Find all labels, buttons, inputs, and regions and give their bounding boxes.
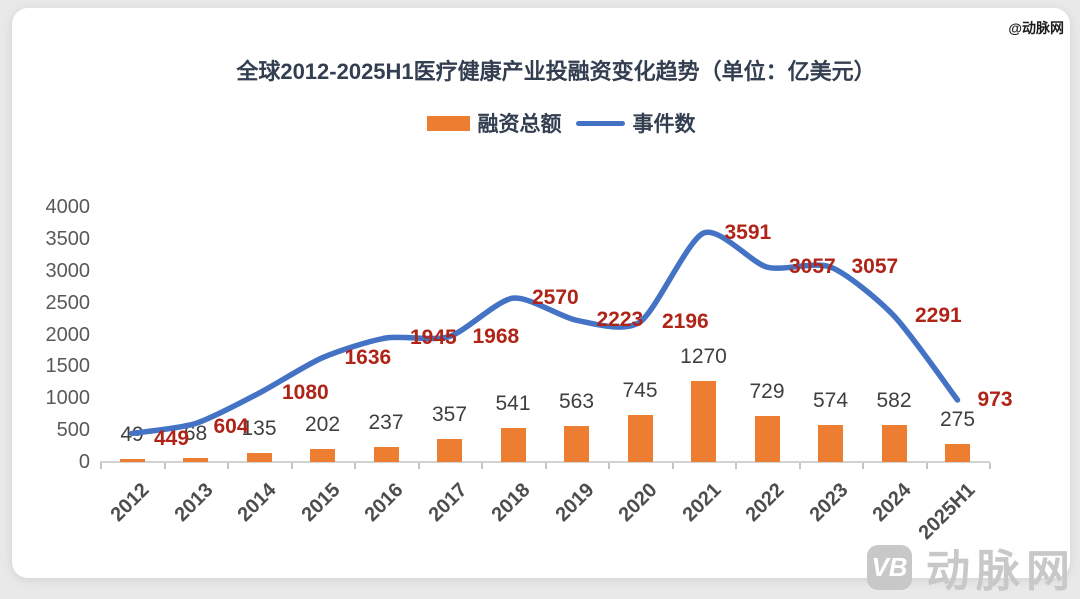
chart-card: @动脉网 全球2012-2025H1医疗健康产业投融资变化趋势（单位：亿美元） … [12, 8, 1070, 596]
bar-value-label: 68 [183, 421, 208, 445]
x-axis-tick [862, 463, 864, 469]
y-tick-label: 3000 [45, 259, 91, 282]
top-right-watermark: @动脉网 [1008, 20, 1064, 36]
plot-area: 4000 3500 3000 2500 2000 1500 1000 500 0 49 68 135 2… [12, 8, 1080, 594]
y-tick-label: 1000 [45, 387, 91, 410]
line-value-label: 2223 [596, 308, 644, 332]
x-axis-tick [925, 463, 928, 469]
x-category-label: 2021 [678, 479, 726, 527]
x-axis-tick [735, 463, 737, 469]
x-axis-tick [163, 463, 166, 469]
line-value-label: 1080 [282, 381, 329, 405]
x-category-label: 2023 [805, 479, 853, 527]
bar-value-label: 574 [812, 389, 849, 413]
y-tick-label: 0 [78, 451, 90, 473]
x-category-label: 2019 [551, 479, 599, 527]
line-value-label: 1968 [472, 324, 520, 348]
bar-value-label: 745 [622, 378, 658, 402]
y-tick-label: 2500 [45, 291, 91, 314]
legend-bar-label: 融资总额 [477, 113, 562, 136]
bar [564, 426, 589, 462]
bar-value-label: 275 [939, 408, 976, 432]
line-value-label: 2291 [915, 303, 962, 327]
bar-value-label: 202 [304, 413, 341, 437]
x-category-label: 2015 [297, 479, 345, 527]
vb-logo-icon: VB [867, 544, 912, 590]
legend: 融资总额 事件数 [12, 108, 1070, 138]
bar [818, 425, 843, 462]
bar-value-label: 541 [495, 391, 531, 415]
line-value-label: 2570 [532, 286, 579, 310]
bar [119, 458, 145, 462]
x-category-label: 2017 [424, 479, 472, 527]
bar-value-label: 729 [749, 379, 785, 403]
x-category-label: 2012 [106, 479, 154, 527]
x-axis-tick [290, 463, 293, 469]
page: { "watermark_top": "@动脉网", "legend": { "… [12, 8, 1070, 596]
x-axis-tick [608, 463, 610, 469]
line-value-label: 449 [154, 427, 190, 451]
vbdata-watermark: VB 动脉网 [867, 535, 1076, 599]
bar [183, 457, 208, 462]
x-axis-tick [481, 463, 483, 469]
x-category-label: 2020 [614, 479, 662, 527]
x-axis-tick [544, 463, 547, 469]
bar-value-label: 357 [431, 403, 468, 427]
bar [500, 427, 526, 462]
legend-line-label: 事件数 [632, 113, 696, 136]
x-axis-tick [989, 463, 991, 469]
bar-value-label: 563 [558, 390, 595, 414]
events-line-series [129, 229, 961, 437]
x-axis-tick [100, 463, 102, 469]
chart-title: 全球2012-2025H1医疗健康产业投融资变化趋势（单位：亿美元） [236, 59, 876, 84]
x-axis-tick [227, 463, 229, 469]
x-axis-tick [417, 463, 420, 469]
x-category-label: 2016 [360, 479, 408, 527]
line-value-label: 2196 [662, 310, 709, 333]
bar-value-label: 135 [241, 417, 277, 441]
x-axis-tick [671, 463, 674, 469]
bar-value-label: 1270 [680, 345, 727, 369]
y-tick-label: 3500 [45, 227, 91, 250]
bar [437, 439, 462, 462]
bar [945, 444, 970, 462]
bar-value-label: 49 [120, 422, 144, 446]
bar [881, 424, 907, 462]
y-tick-label: 500 [56, 419, 90, 442]
bar [373, 446, 399, 462]
line-value-label: 1945 [410, 326, 457, 349]
bar-value-label: 582 [876, 388, 912, 412]
bar [627, 414, 653, 462]
x-category-label: 2018 [487, 479, 535, 527]
x-axis-tick [354, 463, 356, 469]
line-value-label: 3057 [789, 255, 836, 279]
x-axis-line [100, 461, 990, 463]
bar [246, 453, 272, 462]
y-tick-label: 4000 [45, 196, 91, 218]
y-tick-label: 1500 [45, 355, 91, 378]
bar [310, 449, 335, 462]
bar [754, 415, 780, 462]
line-value-label: 1636 [344, 345, 392, 369]
line-value-label: 973 [977, 387, 1013, 411]
vb-logo-text: 动脉网 [926, 547, 1076, 596]
legend-line-swatch-icon [575, 120, 625, 126]
bar [691, 381, 716, 462]
legend-bar-swatch-icon [426, 115, 470, 131]
bar-value-label: 237 [368, 410, 404, 434]
line-value-label: 3057 [851, 255, 899, 279]
x-axis-tick [798, 463, 801, 469]
x-category-label: 2013 [170, 479, 218, 527]
y-tick-label: 2000 [45, 323, 91, 346]
line-value-label: 604 [213, 415, 249, 439]
x-category-label: 2014 [233, 479, 281, 527]
x-category-label: 2022 [741, 479, 789, 527]
line-value-label: 3591 [724, 221, 772, 245]
